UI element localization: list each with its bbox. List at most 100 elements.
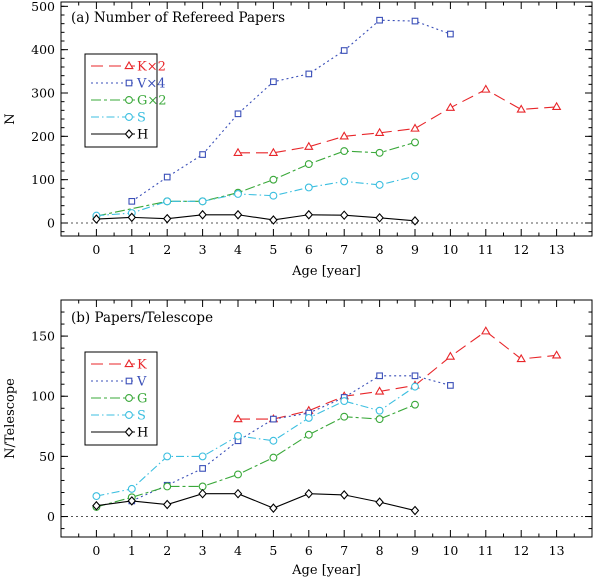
panel-a-x-tick-label: 13 <box>549 242 565 257</box>
panel-a-x-tick-label: 10 <box>442 242 458 257</box>
panel-b-series-G-point <box>234 470 242 479</box>
panel-b-legend-label-K: K <box>137 358 147 373</box>
panel-b-series-S-point <box>340 397 349 406</box>
panel-a-legend-marker-G <box>125 96 133 104</box>
panel-a-legend-marker-S <box>125 113 133 121</box>
panel-b-x-tick-label: 4 <box>234 543 242 558</box>
panel-a-x-tick-label: 5 <box>269 242 277 257</box>
panel-b-series-K-line <box>238 330 557 420</box>
panel-b-legend-marker-G <box>125 394 133 402</box>
panel-a-series-S <box>92 172 419 220</box>
panel-b-series-G-point <box>163 482 172 491</box>
panel-b-x-tick-label: 10 <box>442 543 458 558</box>
panel-b-series-H-line <box>96 493 416 512</box>
panel-a-x-tick-label: 6 <box>305 242 313 257</box>
panel-a-x-tick-label: 8 <box>376 242 384 257</box>
panel-b-series-G-line <box>96 404 416 508</box>
panel-a-y-tick-label: 100 <box>31 172 55 187</box>
panel-a-series-H-point <box>304 209 314 220</box>
panel-a-series-V-point <box>163 173 171 181</box>
panel-b-x-tick-label: 9 <box>411 543 419 558</box>
panel-b-series-S <box>92 382 419 501</box>
panel-a-series-H-point <box>269 215 278 225</box>
panel-b-title: (b) Papers/Telescope <box>71 310 213 326</box>
panel-b-series-S-point <box>127 484 136 493</box>
panel-a-series-S-point <box>340 177 349 186</box>
panel-b-series-H-point <box>162 499 172 510</box>
panel-a-series-K-point <box>516 104 526 113</box>
panel-a-series-V-point <box>340 47 348 54</box>
panel-a-series-K-point <box>551 101 562 111</box>
panel-b-series-S-point <box>375 406 384 415</box>
panel-b-series-H-point <box>198 488 207 499</box>
panel-b-series-S-point <box>304 413 313 422</box>
panel-a-series-S-point <box>234 190 242 198</box>
panel-b-series-V-point <box>411 372 419 380</box>
panel-a-title: (a) Number of Refereed Papers <box>71 10 285 26</box>
panel-a-y-tick-label: 200 <box>31 129 55 144</box>
panel-a-series-S-point <box>411 172 419 181</box>
panel-b-legend-label-S: S <box>137 409 146 424</box>
panel-b-series-V-point <box>199 465 206 472</box>
panel-b-legend-marker-H <box>124 427 134 437</box>
panel-a-series-K-point <box>445 102 456 111</box>
panel-a-x-tick-label: 1 <box>128 242 136 257</box>
panel-a-x-tick-label: 2 <box>163 242 171 257</box>
panel-a-series-K-point <box>481 84 491 93</box>
panel-b-series-K-point <box>374 386 385 395</box>
panel-b-x-tick-label: 2 <box>163 543 171 558</box>
panel-b-series-H <box>92 488 420 516</box>
panel-a-series-H-point <box>162 213 172 224</box>
panel-b-series-G-point <box>269 453 278 462</box>
panel-b-y-axis-label: N/Telescope <box>3 378 18 459</box>
panel-b-series-H-point <box>339 490 349 500</box>
panel-b-y-tick-label: 50 <box>39 449 55 464</box>
panel-b-series-H-point <box>375 497 384 507</box>
panel-b-series-H-point <box>127 496 137 506</box>
panel-a-legend-marker-K <box>124 60 134 70</box>
panel-b-y-tick-label: 150 <box>31 329 55 344</box>
panel-b-series-V <box>128 372 454 505</box>
panel-a-x-tick-label: 9 <box>411 242 419 257</box>
panel-a-series-V-point <box>128 197 136 205</box>
panel-a-x-axis-label: Age [year] <box>291 264 361 279</box>
panel-b-x-tick-label: 12 <box>513 543 529 558</box>
panel-b-y-tick-label: 100 <box>31 389 55 404</box>
panel-a-series-K-point <box>410 123 420 132</box>
panel-b-series-G-point <box>340 412 349 421</box>
panel-a-legend-label-G: G×2 <box>137 94 167 109</box>
panel-a-series-S-point <box>163 197 172 206</box>
panel-b-series-V-point <box>270 415 277 423</box>
panel-a-series-V-point <box>270 78 277 86</box>
panel-a-series-V-point <box>234 110 242 118</box>
panel-b-x-tick-label: 7 <box>340 543 348 558</box>
panel-b-series-S-point <box>198 452 207 461</box>
panel-a-x-tick-label: 4 <box>234 242 242 257</box>
panel-a-series-H-point <box>339 210 349 221</box>
panel-a-series-V-point <box>447 30 454 38</box>
panel-a-series-S-point <box>304 183 313 192</box>
panel-b-series-H-point <box>304 488 314 499</box>
panel-a-series-G-point <box>304 160 313 169</box>
panel-b-legend-label-G: G <box>137 392 147 407</box>
panel-a-series-V <box>128 16 454 205</box>
panel-b-series-V-point <box>447 382 454 389</box>
panel-a-series-H-point <box>198 209 207 220</box>
panel-b-series-H-point <box>410 505 420 516</box>
panel-b-x-tick-label: 13 <box>549 543 565 558</box>
panel-b-legend-marker-S <box>125 411 133 419</box>
panel-b-series-K-point <box>516 353 526 363</box>
panel-b-series-S-point <box>234 431 242 440</box>
panel-a-x-tick-label: 11 <box>478 242 494 257</box>
panel-b-x-tick-label: 5 <box>269 543 277 558</box>
panel-a-x-tick-label: 3 <box>199 242 207 257</box>
panel-a-series-H-point <box>410 215 420 226</box>
panel-a-series-G-point <box>411 138 419 147</box>
panel-a-series-H-point <box>127 212 137 223</box>
panel-a-series-V-point <box>411 17 419 25</box>
panel-a-y-tick-label: 400 <box>31 42 55 57</box>
panel-b-legend-marker-V <box>125 377 133 385</box>
panel-a-series-H-point <box>233 209 243 220</box>
